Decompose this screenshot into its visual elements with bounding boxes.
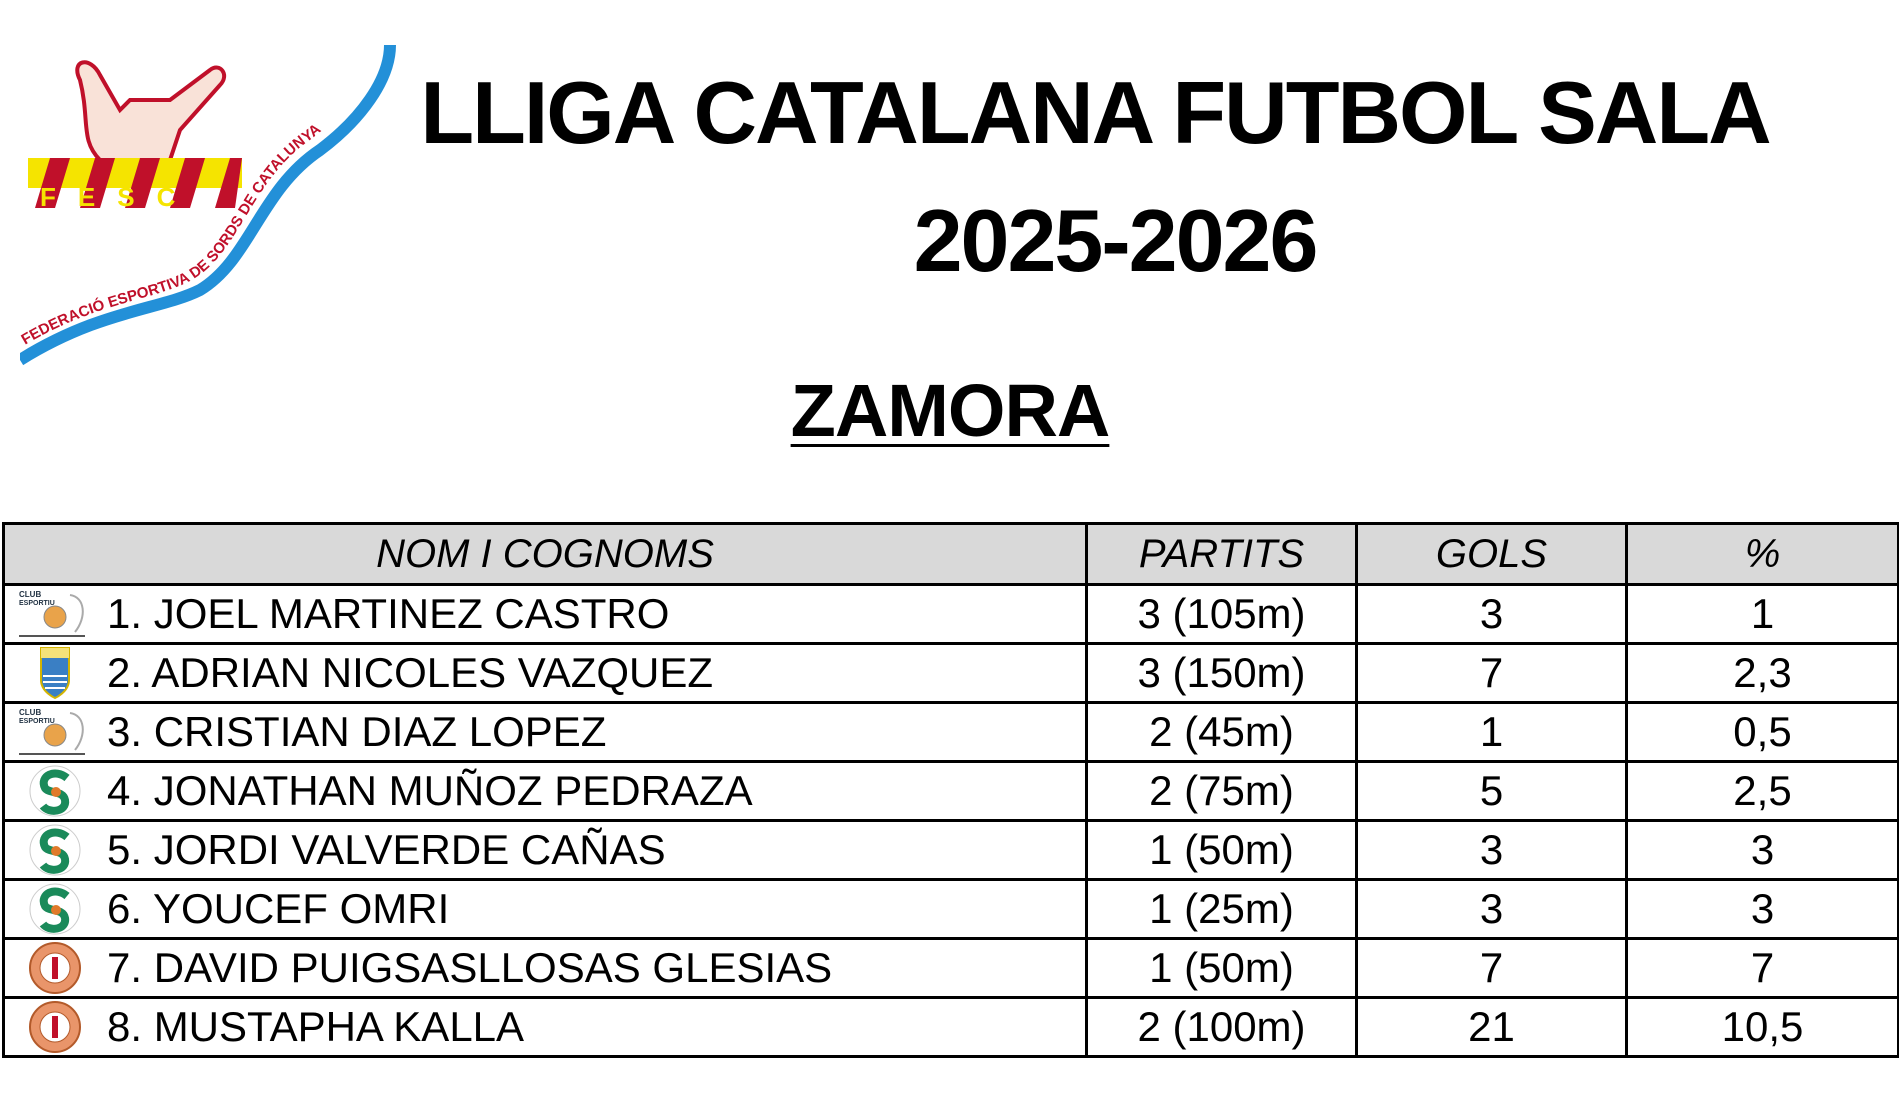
pct-cell: 10,5 <box>1625 996 1899 1058</box>
green-s-barcelona-crest-icon <box>15 883 95 936</box>
column-header-partits: PARTITS <box>1085 522 1358 586</box>
player-cell: 4. JONATHAN MUÑOZ PEDRAZA <box>2 760 1088 822</box>
player-cell: CLUB ESPORTIU 3. CRISTIAN DIAZ LOPEZ <box>2 701 1088 763</box>
svg-text:FESC: FESC <box>40 182 197 212</box>
partits-cell: 2 (100m) <box>1085 996 1358 1058</box>
table-row: 5. JORDI VALVERDE CAÑAS 1 (50m) 3 3 <box>2 819 1899 881</box>
player-name: 4. JONATHAN MUÑOZ PEDRAZA <box>107 767 753 814</box>
gols-cell: 7 <box>1355 937 1628 999</box>
column-header-gols: GOLS <box>1355 522 1628 586</box>
gols-cell: 5 <box>1355 760 1628 822</box>
player-cell: 6. YOUCEF OMRI <box>2 878 1088 940</box>
table-row: 7. DAVID PUIGSASLLOSAS GLESIAS 1 (50m) 7… <box>2 937 1899 999</box>
pct-cell: 0,5 <box>1625 701 1899 763</box>
green-s-barcelona-crest-icon <box>15 824 95 877</box>
orange-round-crest-icon <box>15 1001 95 1054</box>
partits-cell: 1 (25m) <box>1085 878 1358 940</box>
player-name: 6. YOUCEF OMRI <box>107 885 450 932</box>
table-header-row: NOM I COGNOMS PARTITS GOLS % <box>2 522 1899 586</box>
player-name: 3. CRISTIAN DIAZ LOPEZ <box>107 708 607 755</box>
player-cell: 7. DAVID PUIGSASLLOSAS GLESIAS <box>2 937 1088 999</box>
season-title: 2025-2026 <box>913 191 1319 290</box>
gols-cell: 21 <box>1355 996 1628 1058</box>
partits-cell: 3 (105m) <box>1085 583 1358 645</box>
player-stats-table: NOM I COGNOMS PARTITS GOLS % CLUB ESPORTI… <box>2 522 1899 1058</box>
table-row: 4. JONATHAN MUÑOZ PEDRAZA 2 (75m) 5 2,5 <box>2 760 1899 822</box>
pct-cell: 2,3 <box>1625 642 1899 704</box>
column-header-name: NOM I COGNOMS <box>2 522 1088 586</box>
player-name: 2. ADRIAN NICOLES VAZQUEZ <box>107 649 714 696</box>
pct-cell: 3 <box>1625 819 1899 881</box>
gols-cell: 3 <box>1355 819 1628 881</box>
fesc-logo: FESC FEDERACIÓ ESPORTIVA DE SORDS DE CAT… <box>20 44 396 366</box>
player-cell: 8. MUSTAPHA KALLA <box>2 996 1088 1058</box>
gols-cell: 7 <box>1355 642 1628 704</box>
table-row: 6. YOUCEF OMRI 1 (25m) 3 3 <box>2 878 1899 940</box>
green-s-barcelona-crest-icon <box>15 765 95 818</box>
pct-cell: 7 <box>1625 937 1899 999</box>
svg-text:CLUB: CLUB <box>19 590 41 599</box>
player-name: 1. JOEL MARTINEZ CASTRO <box>107 590 670 637</box>
player-cell: CLUB ESPORTIU 1. JOEL MARTINEZ CASTRO <box>2 583 1088 645</box>
team-name: ZAMORA <box>790 369 1111 452</box>
player-name: 5. JORDI VALVERDE CAÑAS <box>107 826 666 873</box>
pct-cell: 2,5 <box>1625 760 1899 822</box>
player-name: 7. DAVID PUIGSASLLOSAS GLESIAS <box>107 944 833 991</box>
svg-text:CLUB: CLUB <box>19 708 41 717</box>
player-cell: 2. ADRIAN NICOLES VAZQUEZ <box>2 642 1088 704</box>
partits-cell: 2 (45m) <box>1085 701 1358 763</box>
pct-cell: 3 <box>1625 878 1899 940</box>
orange-round-crest-icon <box>15 942 95 995</box>
pct-cell: 1 <box>1625 583 1899 645</box>
column-header-pct: % <box>1625 522 1899 586</box>
partits-cell: 3 (150m) <box>1085 642 1358 704</box>
partits-cell: 1 (50m) <box>1085 937 1358 999</box>
svg-text:ESPORTIU: ESPORTIU <box>19 600 55 607</box>
league-title: LLIGA CATALANA FUTBOL SALA <box>420 63 1771 162</box>
table-row: CLUB ESPORTIU 1. JOEL MARTINEZ CASTRO 3 (1… <box>2 583 1899 645</box>
partits-cell: 2 (75m) <box>1085 760 1358 822</box>
casal-sords-barcelona-crest-icon: CLUB ESPORTIU <box>15 706 95 759</box>
table-row: 8. MUSTAPHA KALLA 2 (100m) 21 10,5 <box>2 996 1899 1058</box>
casal-sords-barcelona-crest-icon: CLUB ESPORTIU <box>15 588 95 641</box>
table-row: CLUB ESPORTIU 3. CRISTIAN DIAZ LOPEZ 2 (45… <box>2 701 1899 763</box>
blue-shield-crest-icon <box>15 647 95 700</box>
gols-cell: 1 <box>1355 701 1628 763</box>
player-name: 8. MUSTAPHA KALLA <box>107 1003 525 1050</box>
gols-cell: 3 <box>1355 878 1628 940</box>
player-cell: 5. JORDI VALVERDE CAÑAS <box>2 819 1088 881</box>
table-row: 2. ADRIAN NICOLES VAZQUEZ 3 (150m) 7 2,3 <box>2 642 1899 704</box>
gols-cell: 3 <box>1355 583 1628 645</box>
svg-text:ESPORTIU: ESPORTIU <box>19 718 55 725</box>
partits-cell: 1 (50m) <box>1085 819 1358 881</box>
